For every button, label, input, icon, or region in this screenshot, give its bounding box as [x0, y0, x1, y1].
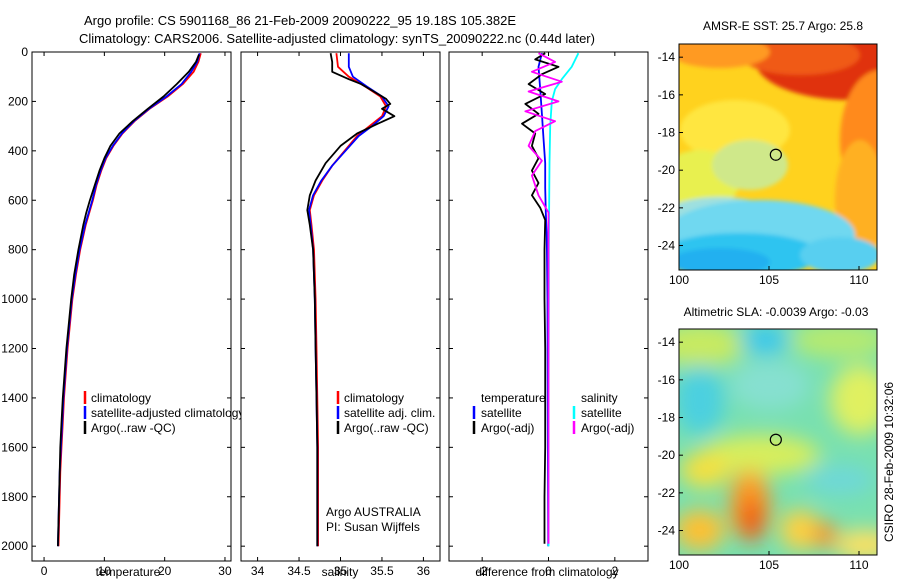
y-tick-label: 800 — [8, 243, 28, 257]
legend-heading-salinity: salinity — [581, 391, 618, 405]
y-tick-label: 1400 — [1, 391, 28, 405]
legend-label-argo: Argo(..raw -QC) — [91, 421, 176, 435]
x-tick-label: 0 — [545, 564, 552, 578]
x-tick-label: -2 — [477, 564, 488, 578]
credit-pi: PI: Susan Wijffels — [326, 520, 420, 534]
y-tick-label: -18 — [658, 126, 676, 140]
salinity-panel: 34 34.5 35 35.5 36 salinity climatology sate… — [240, 51, 441, 579]
legend-label-satellite: satellite-adjusted climatology — [91, 406, 244, 420]
temperature-ticks: 0 10 20 30 0 200 400 600 800 1000 1200 1400 1600 1800… — [1, 45, 232, 578]
salinity-xlabel: salinity — [322, 565, 359, 579]
sla-axes-box — [678, 328, 878, 556]
argo-position-marker — [769, 433, 782, 446]
y-tick-label: 2000 — [1, 539, 28, 553]
x-tick-label: 34 — [251, 564, 265, 578]
sst-ticks: 100 105 110 -14 -16 -18 -20 -22 -24 — [658, 50, 869, 287]
sst-map-title: AMSR-E SST: 25.7 Argo: 25.8 — [703, 19, 863, 33]
legend-label-argo: Argo(..raw -QC) — [344, 421, 429, 435]
csiro-timestamp: CSIRO 28-Feb-2009 10:32:06 — [882, 382, 896, 542]
x-tick-label: 110 — [849, 273, 868, 287]
temperature-panel: 0 10 20 30 0 200 400 600 800 1000 1200 1400 1600 1800… — [1, 45, 244, 579]
temperature-axes-box — [31, 51, 232, 562]
argo-position-marker — [769, 148, 782, 161]
y-tick-label: -22 — [658, 201, 676, 215]
y-tick-label: -20 — [658, 163, 676, 177]
series-line-argo-raw-qc- — [57, 54, 200, 547]
figure-title-line2: Climatology: CARS2006. Satellite-adjuste… — [79, 31, 595, 46]
legend-label-temp-argo: Argo(-adj) — [481, 421, 534, 435]
x-tick-label: 105 — [759, 273, 779, 287]
sla-map-title: Altimetric SLA: -0.0039 Argo: -0.03 — [684, 305, 869, 319]
y-tick-label: -22 — [658, 486, 676, 500]
y-tick-label: -24 — [658, 524, 676, 538]
difference-panel: -2 0 2 difference from climatology tempera… — [448, 51, 649, 579]
x-tick-label: 34.5 — [287, 564, 311, 578]
x-tick-label: 105 — [759, 558, 779, 572]
y-tick-label: 1200 — [1, 342, 28, 356]
series-line-temperature-argo-adj- — [521, 52, 560, 544]
y-tick-label: -18 — [658, 411, 676, 425]
difference-xlabel: difference from climatology — [475, 565, 618, 579]
sla-map-panel: Altimetric SLA: -0.0039 Argo: -0.03 — [658, 305, 878, 572]
y-tick-label: -24 — [658, 239, 676, 253]
y-tick-label: 0 — [21, 45, 28, 59]
y-tick-label: 200 — [8, 94, 28, 108]
x-tick-label: 110 — [849, 558, 868, 572]
sla-heatmap — [679, 329, 877, 555]
figure-title-line1: Argo profile: CS 5901168_86 21-Feb-2009 … — [84, 13, 516, 28]
x-tick-label: 35 — [334, 564, 348, 578]
y-tick-label: 1600 — [1, 440, 28, 454]
sst-map-panel: AMSR-E SST: 25.7 Argo: 25.8 100 105 110 -14… — [658, 19, 878, 287]
temperature-legend: climatology satellite-adjusted climatolo… — [83, 391, 244, 435]
salinity-ticks: 34 34.5 35 35.5 36 — [241, 51, 440, 578]
series-line-temperature-satellite — [537, 52, 550, 547]
x-tick-label: 35.5 — [370, 564, 394, 578]
y-tick-label: 400 — [8, 144, 28, 158]
x-tick-label: 0 — [41, 564, 48, 578]
y-tick-label: 600 — [8, 193, 28, 207]
sst-axes-box — [678, 43, 878, 271]
x-tick-label: 10 — [98, 564, 112, 578]
y-tick-label: -16 — [658, 373, 676, 387]
legend-heading-temperature: temperature — [481, 391, 546, 405]
x-tick-label: 100 — [669, 558, 689, 572]
y-tick-label: 1800 — [1, 490, 28, 504]
difference-ticks: -2 0 2 — [449, 51, 648, 578]
salinity-lines — [306, 53, 396, 547]
temperature-lines — [57, 52, 202, 547]
sst-heatmap — [679, 44, 877, 270]
legend-label-satellite: satellite adj. clim. — [344, 406, 435, 420]
legend-label-climatology: climatology — [91, 391, 151, 405]
temperature-xlabel: temperature — [96, 565, 161, 579]
salinity-legend: climatology satellite adj. clim. Argo(..… — [336, 391, 435, 435]
x-tick-label: 36 — [417, 564, 431, 578]
legend-label-temp-satellite: satellite — [481, 406, 522, 420]
legend-label-sal-argo: Argo(-adj) — [581, 421, 634, 435]
x-tick-label: 30 — [218, 564, 232, 578]
y-tick-label: -16 — [658, 88, 676, 102]
x-tick-label: 20 — [158, 564, 172, 578]
series-line-salinity-argo-adj- — [524, 52, 563, 544]
y-tick-label: -14 — [658, 50, 676, 64]
difference-legend: temperature satellite Argo(-adj) salinit… — [472, 391, 634, 435]
y-tick-label: -20 — [658, 448, 676, 462]
sla-ticks: 100 105 110 -14 -16 -18 -20 -22 -24 — [658, 335, 869, 572]
legend-label-sal-satellite: satellite — [581, 406, 622, 420]
y-tick-label: 1000 — [1, 292, 28, 306]
y-tick-label: -14 — [658, 335, 676, 349]
credit-argo-australia: Argo AUSTRALIA — [326, 505, 421, 519]
legend-label-climatology: climatology — [344, 391, 404, 405]
series-line-argo-raw-qc- — [306, 53, 396, 547]
x-tick-label: 2 — [611, 564, 618, 578]
x-tick-label: 100 — [669, 273, 689, 287]
salinity-axes-box — [240, 51, 441, 562]
difference-lines — [521, 52, 580, 547]
